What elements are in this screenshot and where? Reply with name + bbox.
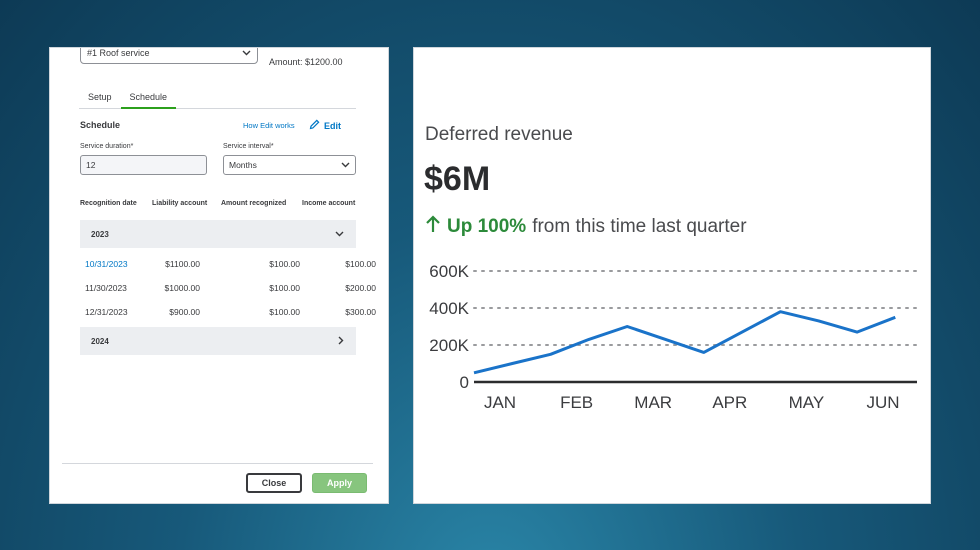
service-interval-label: Service interval* (223, 143, 274, 150)
x-tick-label: FEB (560, 393, 593, 412)
column-header-amount-recognized: Amount recognized (221, 200, 287, 207)
tab-bar: Setup Schedule (79, 90, 356, 109)
how-edit-works-link[interactable]: How Edit works (243, 121, 295, 130)
chevron-down-icon (335, 230, 344, 239)
series-line (473, 310, 896, 375)
income-cell: $300.00 (345, 307, 376, 317)
product-select[interactable]: #1 Roof service (80, 48, 258, 64)
tab-schedule[interactable]: Schedule (120, 90, 177, 109)
recognition-date-link[interactable]: 10/31/2023 (85, 259, 128, 269)
y-tick-label: 400K (429, 299, 469, 318)
footer-divider (62, 463, 373, 464)
liability-cell: $1100.00 (165, 259, 200, 269)
chevron-down-icon (242, 48, 251, 58)
change-summary: Up 100% from this time last quarter (425, 215, 747, 239)
change-text: from this time last quarter (532, 216, 747, 237)
edit-button[interactable]: Edit (309, 119, 341, 132)
card-title: Deferred revenue (425, 124, 573, 145)
x-tick-label: MAR (634, 393, 672, 412)
x-tick-label: JUN (866, 393, 899, 412)
change-highlight: Up 100% (425, 215, 526, 239)
table-row: 10/31/2023 $1100.00 $100.00 $100.00 (80, 259, 376, 283)
year-label: 2024 (91, 336, 109, 346)
recognition-date-cell: 12/31/2023 (85, 307, 128, 317)
service-duration-label: Service duration* (80, 143, 134, 150)
service-interval-select[interactable]: Months (223, 155, 356, 175)
revenue-line-chart: 0 200K 400K 600K JAN FEB MAR APR MAY JUN (429, 262, 918, 412)
recognition-date-cell: 11/30/2023 (85, 283, 127, 293)
change-percent: Up 100% (447, 216, 527, 237)
recognized-cell: $100.00 (269, 283, 300, 293)
revenue-value: $6M (424, 160, 491, 198)
arrow-up-icon (425, 215, 441, 239)
deferred-revenue-card: Deferred revenue $6M Up 100% from this t… (413, 47, 931, 504)
chevron-right-icon (338, 336, 344, 347)
product-select-value: #1 Roof service (87, 48, 150, 58)
apply-button[interactable]: Apply (312, 473, 367, 493)
tab-setup[interactable]: Setup (88, 92, 112, 102)
amount-label: Amount: $1200.00 (269, 57, 343, 67)
y-tick-label: 200K (429, 336, 469, 355)
schedule-panel: #1 Roof service Amount: $1200.00 Setup S… (49, 47, 389, 504)
y-tick-label: 0 (460, 373, 469, 392)
column-header-liability-account: Liability account (152, 200, 208, 207)
y-tick-label: 600K (429, 262, 469, 281)
year-group-2023[interactable]: 2023 (80, 220, 356, 248)
liability-cell: $1000.00 (164, 283, 200, 293)
recognized-cell: $100.00 (269, 307, 300, 317)
edit-label: Edit (324, 120, 341, 131)
x-tick-label: APR (712, 393, 747, 412)
table-row: 12/31/2023 $900.00 $100.00 $300.00 (80, 307, 376, 331)
year-label: 2023 (91, 229, 109, 239)
pencil-icon (309, 119, 320, 132)
column-header-recognition-date: Recognition date (80, 200, 137, 207)
recognized-cell: $100.00 (269, 259, 300, 269)
x-tick-label: JAN (484, 393, 516, 412)
chevron-down-icon (341, 160, 350, 170)
service-duration-field[interactable]: 12 (80, 155, 207, 175)
section-title: Schedule (80, 120, 121, 130)
income-cell: $100.00 (345, 259, 376, 269)
column-header-income-account: Income account (302, 200, 356, 207)
close-button[interactable]: Close (246, 473, 302, 493)
service-interval-value: Months (229, 160, 257, 170)
income-cell: $200.00 (345, 283, 376, 293)
x-tick-label: MAY (789, 393, 825, 412)
liability-cell: $900.00 (169, 307, 200, 317)
table-row: 11/30/2023 $1000.00 $100.00 $200.00 (80, 283, 376, 307)
year-group-2024[interactable]: 2024 (80, 327, 356, 355)
